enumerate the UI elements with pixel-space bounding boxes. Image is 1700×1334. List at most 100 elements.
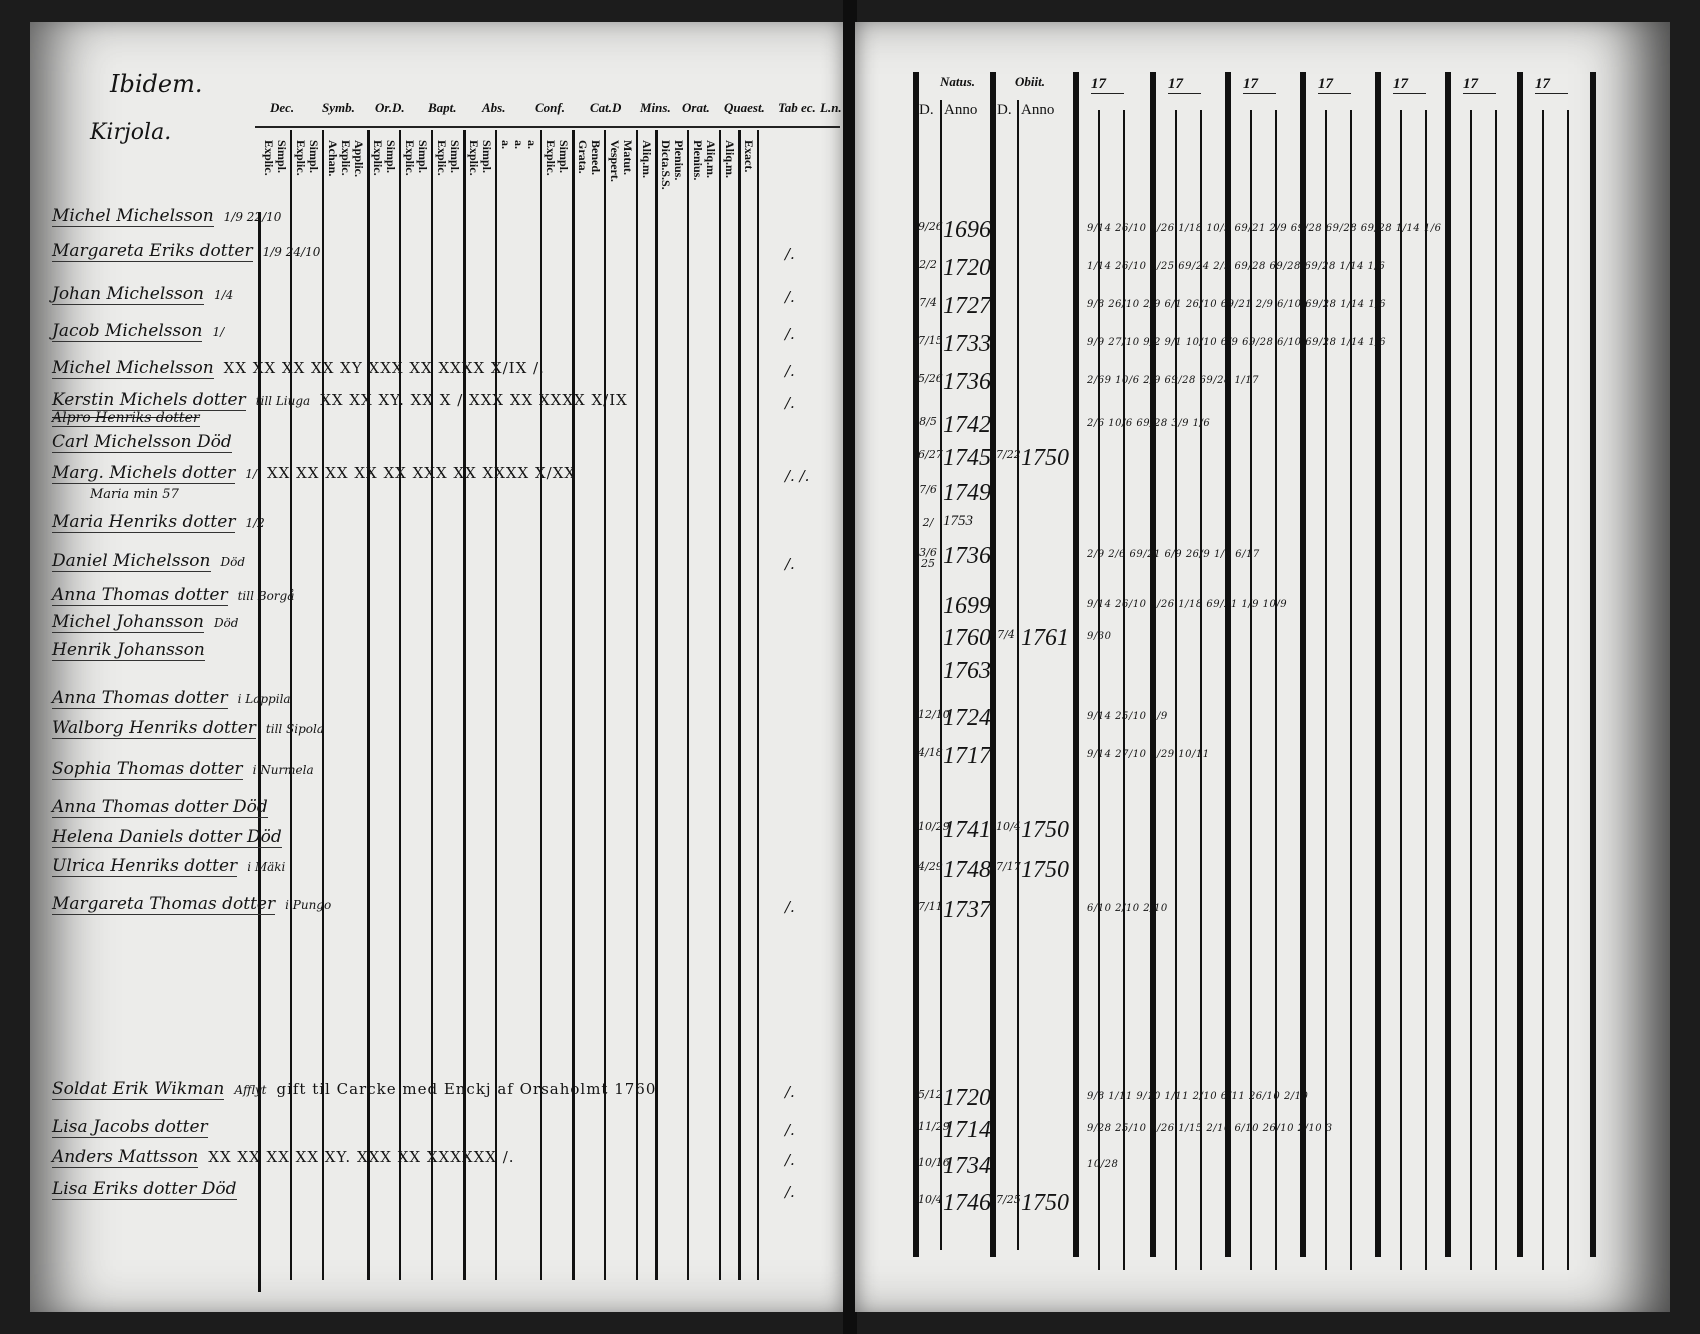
exam-record: 2/69 10/6 2/9 69/28 69/28 1/17 [1087,375,1259,386]
thick-rule [1225,72,1231,1257]
birth-day: 12/10 [918,708,950,721]
column-rule [399,130,401,1280]
death-day: 10/4 [996,820,1021,833]
person-row: Sophia Thomas dotter i Nurmela [52,759,314,780]
column-rule [540,130,542,1280]
sub-header: Bened. Grata. [576,140,603,176]
column-rule [1175,110,1177,1270]
birth-year: 1717 [943,743,991,769]
column-rule [738,130,741,1280]
person-name: Michel Johansson [52,612,204,633]
header-group: Cat.D [590,100,622,115]
year-header: 17 [1318,76,1351,94]
person-row: Michel Michelsson XX XX XX XX XY XXX XX X… [52,358,545,379]
column-rule [719,130,721,1280]
person-row: Maria min 57 [90,487,179,502]
person-row: Carl Michelsson Död [52,432,232,453]
person-row: Ulrica Henriks dotter i Mäki [52,856,285,877]
exam-marks: XX XX XX XX XY XXX XX XXXX X/IX /. [223,359,545,377]
thick-rule [990,72,996,1257]
person-note: 1/ [245,467,257,481]
birth-day: 7/15 [918,334,943,347]
column-rule [495,130,497,1280]
person-note: i Mäki [247,860,286,874]
obiit-day-header: D. [997,102,1012,118]
sub-header: Simpl. Explic. [294,140,321,176]
exam-marks: XX XX XX XX XY. XXX XX XXXXXX /. [208,1148,515,1166]
column-rule [1400,110,1402,1270]
birth-year: 1748 [943,857,991,883]
natus-anno-header: Anno [944,102,978,118]
year-header: 17 [1168,76,1201,94]
column-rule [463,130,466,1280]
birth-day: 4/18 [918,746,943,759]
birth-year: 1736 [943,369,991,395]
left-page: Ibidem. Kirjola. Dec. Symb. Or.D. Bapt. Abs.… [30,22,845,1312]
person-name: Anders Mattsson [52,1147,199,1168]
column-rule [1200,110,1202,1270]
birth-day: 7/6 [919,483,937,496]
remark: /. [785,555,795,573]
natus-day-header: D. [919,102,934,118]
person-note: i Pungo [285,898,332,912]
year-header: 17 [1091,76,1124,94]
person-name: Anna Thomas dotter [52,585,228,606]
death-year: 1750 [1021,1190,1069,1216]
exam-marks: gift til Carcke med Enckj af Orsaholmt 1… [276,1080,657,1098]
person-row: Jacob Michelsson 1/ [52,321,224,342]
column-rule [1495,110,1497,1270]
exam-record: 9/9 27/10 9/2 9/1 10/10 6/9 69/28 6/10 6… [1087,337,1386,348]
column-rule [322,130,324,1280]
birth-year: 1745 [943,445,991,471]
birth-year: 1727 [943,293,991,319]
person-row: Kerstin Michels dotter till Liuga XX XX XY… [52,390,628,411]
thick-rule [1590,72,1596,1257]
birth-day: 7/11 [918,900,943,913]
person-name: Walborg Henriks dotter [52,718,256,739]
year-header: 17 [1393,76,1426,94]
birth-day: 7/4 [919,296,937,309]
person-note: i Nurmela [252,763,314,777]
person-name: Maria min 57 [90,487,179,502]
person-note: 1/4 [213,288,234,302]
person-row: Lisa Jacobs dotter [52,1117,208,1138]
birth-day: 10/4 [918,1193,943,1206]
person-name: Lisa Jacobs dotter [52,1117,208,1138]
column-rule [1325,110,1327,1270]
year-header: 17 [1243,76,1276,94]
person-row: Alpro Henriks dotter [52,410,200,427]
column-rule [1250,110,1252,1270]
birth-year: 1737 [943,897,991,923]
person-row: Marg. Michels dotter 1/XX XX XX XX XX XXX… [52,463,576,484]
person-name: Maria Henriks dotter [52,512,236,533]
death-year: 1750 [1021,857,1069,883]
exam-record: 9/14 26/10 9/26 1/18 10/9 69/21 2/9 69/2… [1087,223,1442,234]
birth-day: 9/26 [918,220,943,233]
person-row: Helena Daniels dotter Död [52,827,282,848]
person-row: Michel Michelsson 1/9 22/10 [52,206,281,227]
person-name: Michel Michelsson [52,358,214,379]
death-year: 1761 [1021,625,1069,651]
birth-year: 1746 [943,1190,991,1216]
remark: /. [785,362,795,380]
header-group: L.n. [820,100,842,115]
right-page: Natus. Obiit. D. Anno D. Anno 17 17 17 17 17… [855,22,1670,1312]
book-gutter [843,0,857,1334]
sub-header: Simpl. Explic. [435,140,462,176]
thick-rule [1073,72,1079,1257]
remark: /. [785,1183,795,1201]
thick-rule [1150,72,1156,1257]
birth-year: 1763 [943,658,991,684]
person-row: Michel Johansson Död [52,612,238,633]
birth-day: 8/5 [919,415,937,428]
birth-year: 1720 [943,1085,991,1111]
column-rule [940,100,942,1250]
person-name: Helena Daniels dotter Död [52,827,282,848]
death-day: 7/17 [996,860,1021,873]
header-group: Quaest. [724,100,765,115]
exam-marks: XX XX XY. XX X / XXX XX XXXX X/IX [320,391,628,409]
remark: /. [785,325,795,343]
birth-day: 5/12 [918,1088,943,1101]
remark: /. /. [785,467,810,485]
person-row: Margareta Thomas dotter i Pungo [52,894,331,915]
